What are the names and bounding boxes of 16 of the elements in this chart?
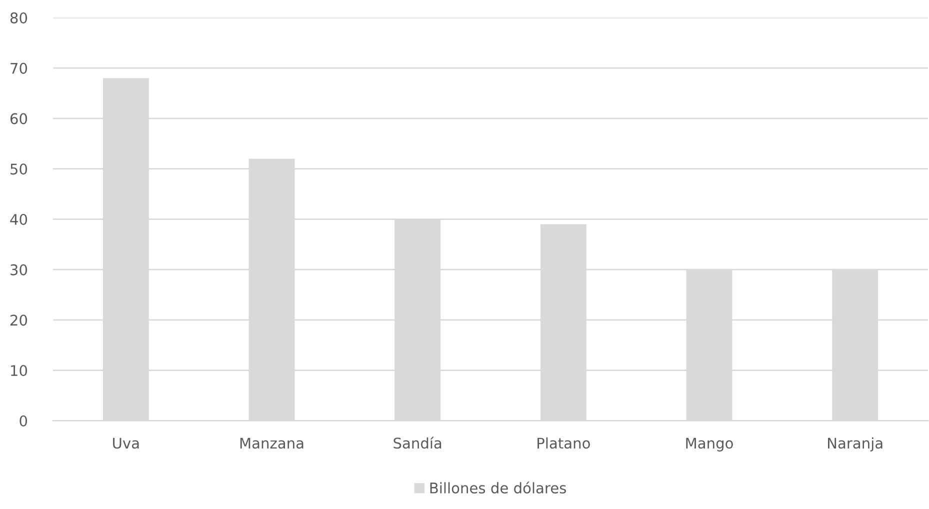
x-tick-label: Sandía bbox=[394, 436, 442, 449]
x-tick-label: Manzana bbox=[240, 438, 304, 449]
x-tick-label: Naranja bbox=[828, 437, 882, 452]
y-tick-label: 50 bbox=[10, 164, 28, 175]
y-tick-label: 60 bbox=[10, 113, 28, 124]
y-tick-label: 30 bbox=[10, 264, 28, 276]
x-tick-label: Uva bbox=[113, 438, 139, 449]
y-tick-label: 20 bbox=[10, 314, 28, 326]
x-tick-label: Platano bbox=[538, 437, 590, 449]
y-tick-label: 10 bbox=[11, 365, 28, 376]
y-tick-label: 40 bbox=[10, 214, 28, 225]
legend-label: Billones de dólares bbox=[430, 482, 566, 494]
y-tick-label: 70 bbox=[10, 62, 28, 74]
y-tick-label: 80 bbox=[10, 12, 28, 24]
x-tick-label: Mango bbox=[686, 438, 733, 452]
y-tick-label: 0 bbox=[20, 415, 28, 426]
